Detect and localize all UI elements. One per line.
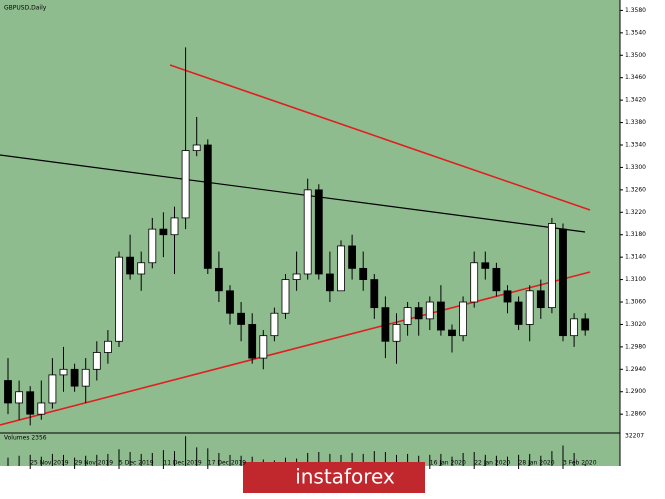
volume-title: Volumes 2356 bbox=[4, 435, 47, 442]
y-tick-label: 1.3340 bbox=[625, 142, 646, 149]
y-tick-label: 1.3020 bbox=[625, 321, 646, 328]
candle-body bbox=[137, 262, 146, 275]
candle-body bbox=[115, 256, 123, 342]
y-tick-label: 1.2980 bbox=[625, 343, 646, 350]
x-tick-label: 17 Dec 2019 bbox=[208, 460, 247, 467]
candle-body bbox=[581, 318, 590, 331]
candle-body bbox=[159, 228, 168, 236]
candle-body bbox=[92, 352, 101, 370]
candle-body bbox=[503, 290, 512, 303]
y-tick-label: 1.3420 bbox=[625, 97, 646, 104]
candle-body bbox=[170, 217, 179, 236]
candle-body bbox=[192, 144, 201, 152]
y-tick-label: 1.3060 bbox=[625, 299, 646, 306]
x-tick-label: 29 Nov 2019 bbox=[75, 460, 114, 467]
x-tick-label: 11 Dec 2019 bbox=[163, 460, 202, 467]
candle-body bbox=[4, 380, 12, 404]
candle-body bbox=[181, 150, 190, 219]
y-tick-label: 1.3220 bbox=[625, 209, 646, 216]
candle-body bbox=[37, 402, 46, 415]
candle-body bbox=[314, 189, 323, 275]
candle-body bbox=[226, 290, 234, 314]
candle-body bbox=[436, 301, 445, 331]
y-tick-label: 1.3180 bbox=[625, 231, 646, 238]
candle-body bbox=[548, 223, 556, 309]
x-tick-label: 3 Feb 2020 bbox=[563, 460, 597, 467]
candle-body bbox=[148, 228, 157, 264]
y-tick-label: 1.3300 bbox=[625, 164, 646, 171]
candle-body bbox=[259, 335, 268, 359]
x-tick-label: 16 Jan 2020 bbox=[430, 460, 466, 467]
candle-body bbox=[48, 374, 57, 404]
y-tick-label: 1.3380 bbox=[625, 119, 646, 126]
candle-body bbox=[492, 267, 501, 292]
candle-body bbox=[214, 267, 223, 292]
candle-body bbox=[514, 301, 523, 325]
trendline bbox=[0, 154, 586, 233]
candle-body bbox=[104, 340, 112, 353]
x-tick-label: 28 Jan 2020 bbox=[519, 460, 555, 467]
candle-body bbox=[525, 290, 534, 325]
watermark-box bbox=[243, 462, 425, 493]
trendline bbox=[0, 271, 591, 426]
watermark: instaforex bbox=[295, 465, 395, 489]
candle-body bbox=[337, 245, 345, 292]
candle-body bbox=[414, 307, 423, 320]
y-tick-label: 1.3100 bbox=[625, 276, 646, 283]
y-tick-label: 1.3460 bbox=[625, 74, 646, 81]
y-tick-label: 1.3580 bbox=[625, 7, 646, 14]
candle-body bbox=[26, 391, 35, 415]
candle-body bbox=[292, 273, 301, 280]
candle-body bbox=[15, 391, 24, 404]
candle-body bbox=[536, 290, 545, 309]
candle-body bbox=[470, 262, 479, 303]
x-tick-label: 25 Nov 2019 bbox=[30, 460, 69, 467]
candle-body bbox=[448, 329, 456, 337]
candle-body bbox=[570, 318, 578, 337]
candle-body bbox=[70, 368, 79, 387]
candle-body bbox=[270, 312, 279, 337]
candle-body bbox=[325, 273, 334, 292]
candle-body bbox=[281, 279, 290, 314]
candle-body bbox=[348, 245, 357, 269]
candle-body bbox=[203, 144, 212, 269]
candle-body bbox=[392, 324, 401, 342]
y-tick-label: 1.3500 bbox=[625, 52, 646, 59]
chart-title: GBPUSD,Daily bbox=[4, 5, 47, 12]
candle-body bbox=[481, 262, 490, 269]
candle-body bbox=[237, 312, 246, 325]
candle-body bbox=[425, 301, 434, 320]
candle-body bbox=[359, 267, 368, 280]
y-tick-label: 1.2940 bbox=[625, 366, 646, 373]
x-tick-label: 5 Dec 2019 bbox=[119, 460, 154, 467]
candle-body bbox=[303, 189, 312, 275]
candle-body bbox=[559, 228, 567, 337]
candle-body bbox=[126, 256, 134, 275]
candle-body bbox=[459, 301, 468, 337]
y-tick-label: 1.2860 bbox=[625, 411, 646, 418]
candle-body bbox=[370, 279, 379, 309]
y-tick-label: 1.3540 bbox=[625, 29, 646, 36]
candle-body bbox=[81, 368, 90, 387]
volume-tick-label: 32207 bbox=[625, 433, 644, 440]
candle-body bbox=[403, 307, 412, 325]
y-tick-label: 1.3140 bbox=[625, 254, 646, 261]
y-tick-label: 1.3260 bbox=[625, 186, 646, 193]
candle-body bbox=[381, 307, 390, 342]
trendline bbox=[169, 64, 591, 211]
y-tick-label: 1.2900 bbox=[625, 388, 646, 395]
x-tick-label: 22 Jan 2020 bbox=[474, 460, 510, 467]
candle-body bbox=[59, 368, 68, 376]
candle-body bbox=[248, 324, 257, 359]
